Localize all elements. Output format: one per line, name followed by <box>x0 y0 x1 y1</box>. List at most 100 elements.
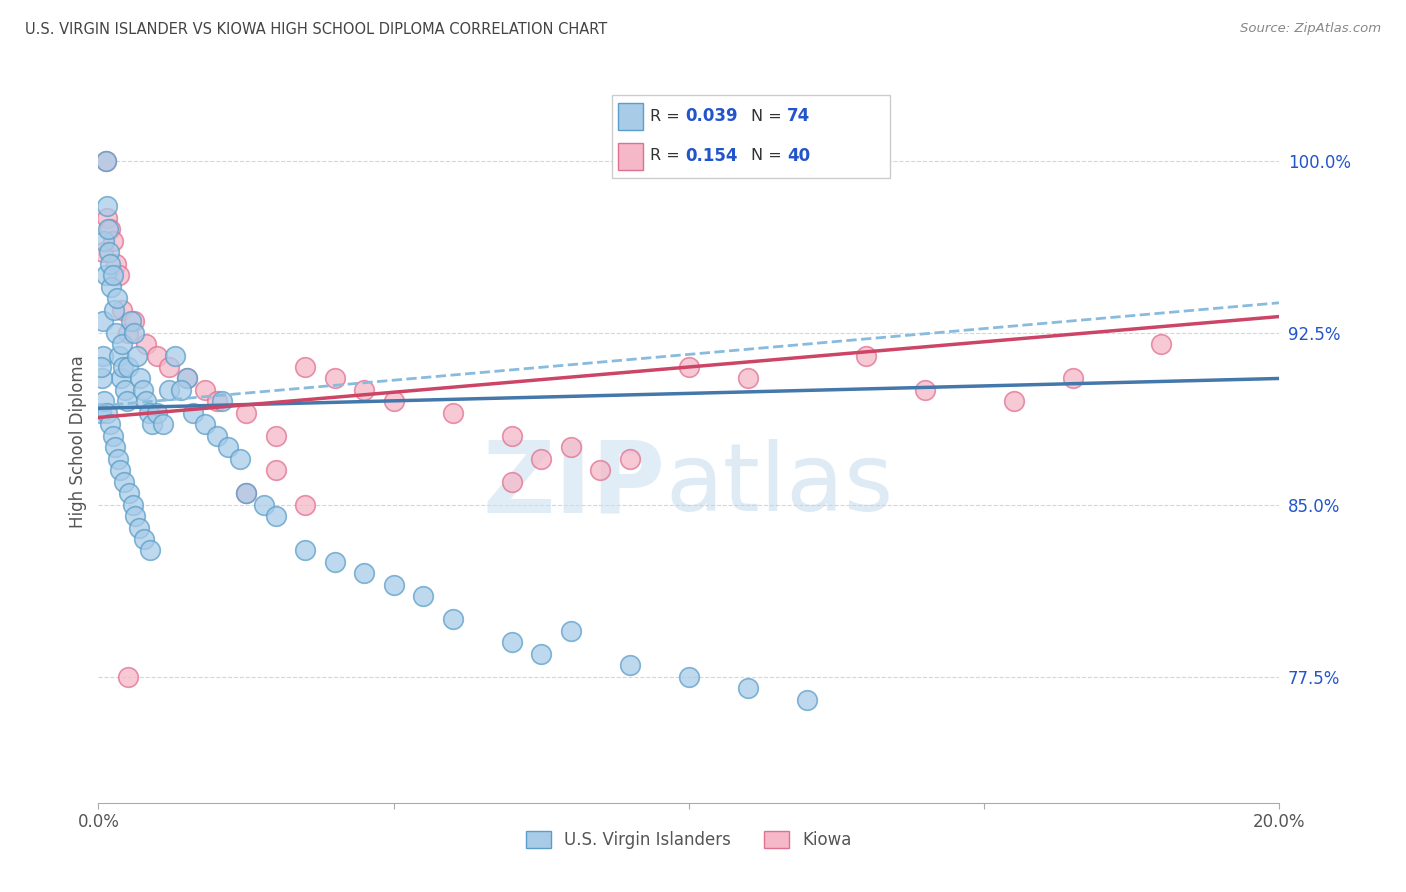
Point <box>353 566 375 581</box>
Point <box>111 337 134 351</box>
Point <box>194 383 217 397</box>
Point <box>441 612 464 626</box>
Point <box>382 578 405 592</box>
Point <box>128 371 150 385</box>
Point <box>93 394 115 409</box>
Point <box>530 451 553 466</box>
Point <box>105 326 128 340</box>
Point <box>737 371 759 385</box>
Point <box>138 406 160 420</box>
Point <box>264 463 287 477</box>
Point <box>90 406 112 420</box>
Point <box>146 349 169 363</box>
Point <box>205 394 228 409</box>
Point <box>103 234 125 248</box>
Point <box>112 475 135 489</box>
Point <box>560 440 582 454</box>
Point <box>117 326 139 340</box>
Point <box>91 371 114 385</box>
Point <box>98 417 121 432</box>
Point <box>1002 394 1025 409</box>
Point <box>118 486 141 500</box>
Point <box>264 429 287 443</box>
Point <box>94 153 117 168</box>
Point <box>94 268 117 283</box>
Point <box>412 590 434 604</box>
Text: ZIP: ZIP <box>482 436 665 533</box>
Point <box>264 509 287 524</box>
Text: U.S. VIRGIN ISLANDER VS KIOWA HIGH SCHOOL DIPLOMA CORRELATION CHART: U.S. VIRGIN ISLANDER VS KIOWA HIGH SCHOO… <box>25 22 607 37</box>
Point <box>117 670 139 684</box>
Point <box>530 647 553 661</box>
Text: Source: ZipAtlas.com: Source: ZipAtlas.com <box>1240 22 1381 36</box>
Point <box>855 349 877 363</box>
Point <box>737 681 759 695</box>
Point <box>146 406 169 420</box>
Point <box>619 451 641 466</box>
Point <box>157 383 180 397</box>
Point <box>125 349 148 363</box>
Point <box>294 543 316 558</box>
Point <box>441 406 464 420</box>
Point <box>353 383 375 397</box>
Point <box>111 302 134 317</box>
Text: atlas: atlas <box>665 439 894 531</box>
Point <box>176 371 198 385</box>
Point <box>294 498 316 512</box>
Point <box>135 337 157 351</box>
Point <box>91 314 114 328</box>
Point <box>134 532 156 546</box>
Point <box>382 394 405 409</box>
Point <box>1150 337 1173 351</box>
Point <box>93 234 115 248</box>
Point <box>110 371 132 385</box>
Point <box>108 268 131 283</box>
Point <box>619 658 641 673</box>
Point <box>229 451 252 466</box>
Point <box>135 394 157 409</box>
Point <box>120 314 142 328</box>
Point <box>128 520 150 534</box>
Point <box>294 359 316 374</box>
Point <box>1062 371 1084 385</box>
Point <box>165 349 187 363</box>
Point <box>122 314 145 328</box>
Point <box>181 406 204 420</box>
Point <box>139 543 162 558</box>
Point <box>90 359 112 374</box>
Point <box>501 635 523 649</box>
Point <box>170 383 193 397</box>
Point <box>108 349 131 363</box>
Point <box>217 440 239 454</box>
Point <box>194 417 217 432</box>
Point <box>96 211 118 225</box>
Point <box>104 440 127 454</box>
Point <box>235 406 257 420</box>
Point <box>107 451 129 466</box>
Point <box>121 498 143 512</box>
Point <box>100 279 122 293</box>
Point <box>91 245 114 260</box>
Point <box>103 302 125 317</box>
Y-axis label: High School Diploma: High School Diploma <box>69 355 87 528</box>
Point <box>323 371 346 385</box>
Point <box>96 406 118 420</box>
Legend: U.S. Virgin Islanders, Kiowa: U.S. Virgin Islanders, Kiowa <box>519 824 859 856</box>
Point <box>796 692 818 706</box>
Point <box>98 257 121 271</box>
Point <box>112 359 135 374</box>
Point <box>141 417 163 432</box>
Point <box>235 486 257 500</box>
Point <box>914 383 936 397</box>
Point <box>152 417 174 432</box>
Point <box>105 257 128 271</box>
Point <box>117 359 139 374</box>
Point <box>122 326 145 340</box>
Point <box>501 429 523 443</box>
Point <box>157 359 180 374</box>
Point <box>97 222 120 236</box>
Point <box>589 463 612 477</box>
Point <box>91 349 114 363</box>
Point <box>678 670 700 684</box>
Point <box>105 291 128 305</box>
